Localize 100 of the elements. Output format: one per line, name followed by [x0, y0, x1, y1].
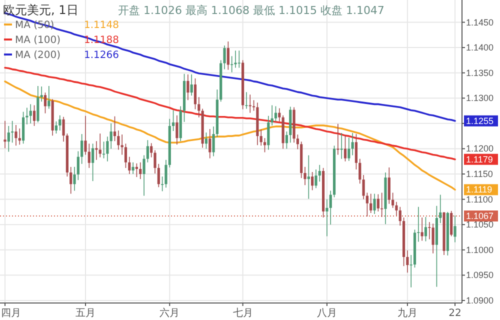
candlestick	[132, 162, 134, 174]
candlestick	[70, 166, 72, 194]
y-tick-label: 1.0900	[466, 295, 494, 306]
y-tick-label: 1.1400	[466, 42, 494, 53]
x-tick-label: 22	[448, 308, 462, 319]
candlestick	[274, 106, 278, 122]
candlestick	[376, 194, 380, 212]
y-tick-label: 1.1000	[466, 244, 494, 255]
candlestick	[388, 167, 390, 204]
candlestick	[135, 162, 138, 178]
candlestick	[336, 124, 340, 156]
chart-subtitle: 开盘 1.1026 最高 1.1068 最低 1.1015 收盘 1.1047	[118, 4, 384, 17]
candlestick	[340, 132, 343, 160]
candlestick	[18, 128, 21, 146]
candlestick	[318, 164, 321, 182]
candlestick	[113, 116, 116, 142]
candlestick	[348, 137, 350, 162]
candlestick	[22, 111, 25, 144]
x-tick-label: 六月	[160, 307, 180, 319]
x-tick-label: 八月	[316, 308, 337, 319]
candlestick	[154, 150, 156, 174]
x-tick-label: 七月	[232, 307, 253, 319]
candlestick	[80, 134, 84, 164]
candlestick	[139, 162, 142, 180]
ref-line-label: 1.1067	[466, 210, 494, 221]
candlestick	[450, 210, 453, 237]
candlestick	[234, 50, 237, 68]
candlestick	[373, 193, 376, 214]
candlestick	[267, 115, 270, 150]
candlestick	[73, 166, 76, 192]
candlestick	[117, 130, 120, 150]
candlestick	[14, 124, 18, 146]
candlestick	[432, 223, 434, 254]
candlestick	[351, 132, 354, 156]
candlestick	[270, 104, 274, 126]
candlestick	[245, 92, 248, 110]
candlestick	[29, 104, 32, 124]
candlestick	[161, 176, 164, 192]
candlestick	[36, 86, 40, 123]
chart-title: 欧元美元, 1日	[3, 3, 78, 17]
candlestick	[354, 134, 358, 170]
candlestick	[76, 150, 80, 180]
data-label: 1.1119	[466, 184, 492, 195]
candlestick	[314, 169, 318, 189]
candlestick	[252, 100, 256, 112]
candlestick	[344, 135, 347, 162]
y-tick-label: 1.1450	[466, 17, 494, 28]
candlestick	[296, 134, 299, 150]
candlestick	[186, 74, 190, 101]
candlestick	[454, 215, 456, 243]
y-tick-label: 1.0950	[466, 270, 494, 280]
candlestick	[263, 138, 266, 153]
candlestick	[406, 250, 409, 274]
candlestick	[420, 217, 424, 242]
candlestick	[238, 50, 240, 68]
candlestick	[424, 216, 428, 242]
legend-label: MA (100)	[15, 35, 61, 46]
candlestick	[410, 254, 412, 288]
candlestick	[304, 166, 306, 186]
y-tick-label: 1.1300	[466, 93, 494, 104]
candlestick	[48, 86, 50, 110]
candlestick	[106, 136, 109, 162]
candlestick	[26, 107, 28, 125]
candlestick	[190, 74, 193, 96]
candlestick	[398, 206, 402, 226]
candlestick	[370, 193, 372, 214]
candlestick	[11, 120, 14, 144]
candlestick	[230, 56, 234, 73]
candlestick	[150, 142, 153, 158]
candlestick	[4, 120, 6, 149]
candlestick	[98, 133, 102, 158]
candlestick	[208, 128, 212, 159]
y-tick-label: 1.1350	[466, 68, 494, 78]
candlestick	[157, 163, 160, 188]
candlestick	[142, 154, 146, 196]
candlestick	[32, 104, 36, 126]
candlestick	[260, 129, 262, 146]
x-tick-label: 五月	[75, 308, 96, 319]
y-tick-label: 1.1100	[466, 194, 493, 204]
data-label: 1.1179	[466, 154, 493, 164]
legend-label: MA (200)	[15, 50, 61, 61]
candlestick	[212, 126, 215, 157]
candlestick	[44, 92, 47, 114]
candlestick	[194, 78, 197, 110]
candlestick	[176, 114, 178, 146]
candlestick	[40, 86, 43, 102]
candlestick	[329, 190, 332, 225]
y-tick-label: 1.1050	[466, 220, 494, 230]
candlestick	[204, 132, 208, 150]
annotation: 1.1266	[84, 50, 119, 61]
candlestick	[311, 172, 314, 191]
candlestick	[88, 143, 90, 168]
candlestick	[439, 194, 442, 224]
candlestick	[92, 143, 94, 182]
candlestick	[128, 156, 131, 174]
y-tick-label: 1.1200	[466, 144, 494, 154]
candlestick	[226, 41, 230, 70]
candlestick	[62, 116, 65, 142]
candlestick	[366, 192, 368, 217]
candlestick	[146, 140, 149, 163]
